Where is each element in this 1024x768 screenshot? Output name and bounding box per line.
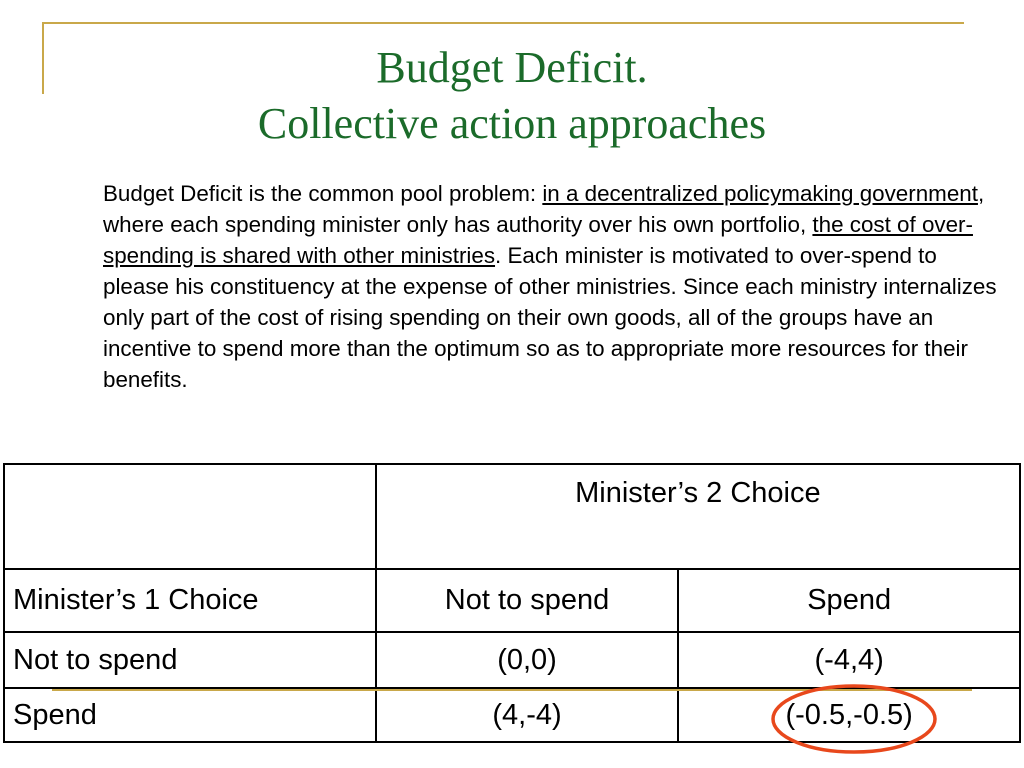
title-line-1: Budget Deficit. xyxy=(376,43,648,92)
highlight-circle xyxy=(771,684,937,754)
table-header-row: Minister’s 2 Choice xyxy=(3,463,1022,570)
table-corner-cell xyxy=(3,463,377,570)
body-underlined-1: in a decentralized policymaking governme… xyxy=(542,181,978,206)
decorative-left-line xyxy=(42,22,44,94)
payoff-cell: (0,0) xyxy=(374,631,680,689)
payoff-cell: (-4,4) xyxy=(677,631,1021,689)
body-text-part-1: Budget Deficit is the common pool proble… xyxy=(103,181,543,206)
table-row: Not to spend (0,0) (-4,4) xyxy=(3,631,1021,689)
row-header-minister-1: Minister’s 1 Choice xyxy=(3,568,377,633)
payoff-matrix-table: Minister’s 2 Choice Minister’s 1 Choice … xyxy=(3,463,1022,743)
row-label-not-to-spend: Not to spend xyxy=(3,631,377,689)
body-paragraph: Budget Deficit is the common pool proble… xyxy=(103,178,1008,395)
decorative-top-line xyxy=(42,22,964,24)
title-line-2: Collective action approaches xyxy=(257,99,767,148)
col-option-spend: Spend xyxy=(677,568,1021,633)
table-row: Spend (4,-4) (-0.5,-0.5) xyxy=(3,687,1021,743)
body-underlined-2: the cost of over-spending is shared with… xyxy=(103,212,973,268)
slide-title: Budget Deficit. Collective action approa… xyxy=(0,40,1024,152)
body-text-part-3: . Each minister is motivated to over-spe… xyxy=(103,243,997,392)
payoff-cell-highlighted: (-0.5,-0.5) xyxy=(677,687,1021,743)
payoff-cell: (4,-4) xyxy=(374,687,680,743)
body-text-part-2: , where each spending minister only has … xyxy=(103,181,985,237)
decorative-bottom-line xyxy=(52,689,972,691)
col-option-not-to-spend: Not to spend xyxy=(374,568,680,633)
col-header-minister-2: Minister’s 2 Choice xyxy=(374,463,1022,570)
row-label-spend: Spend xyxy=(3,687,377,743)
table-subheader-row: Minister’s 1 Choice Not to spend Spend xyxy=(3,568,1021,633)
